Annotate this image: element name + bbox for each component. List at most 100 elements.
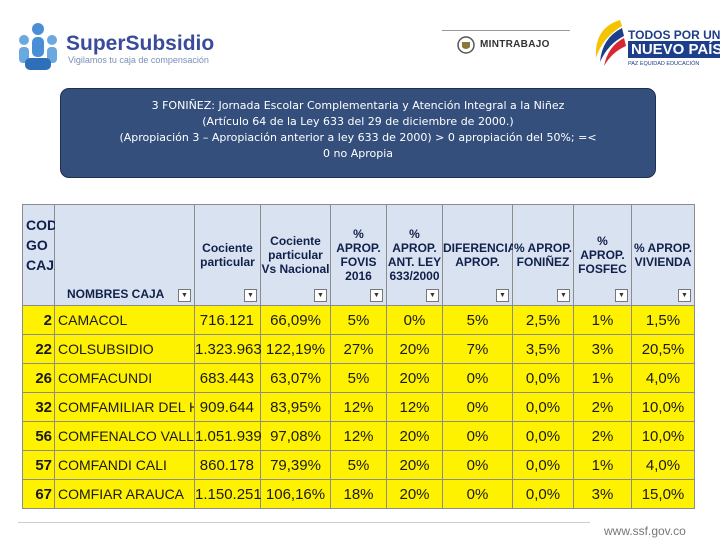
cell-aprop-fovis: 27% bbox=[330, 334, 387, 364]
divider-line bbox=[442, 30, 570, 31]
cell-aprop-ant: 12% bbox=[386, 392, 443, 422]
cell-aprop-fovis: 12% bbox=[330, 392, 387, 422]
header-aprop-fovis[interactable]: % APROP. FOVIS 2016 ▼ bbox=[330, 204, 387, 306]
cell-diferencia: 0% bbox=[442, 421, 513, 451]
cell-cociente-nacional: 122,19% bbox=[260, 334, 331, 364]
cell-codigo: 32 bbox=[22, 392, 55, 422]
cell-aprop-fovis: 18% bbox=[330, 479, 387, 509]
cell-cociente-nacional: 66,09% bbox=[260, 305, 331, 335]
title-box: 3 FONIÑEZ: Jornada Escolar Complementari… bbox=[60, 88, 656, 178]
filter-dropdown-icon[interactable]: ▼ bbox=[314, 289, 327, 302]
cell-aprop-foninez: 0,0% bbox=[512, 363, 574, 393]
cell-cociente: 860.178 bbox=[194, 450, 261, 480]
cell-aprop-foninez: 3,5% bbox=[512, 334, 574, 364]
cell-aprop-vivienda: 10,0% bbox=[631, 421, 695, 451]
cell-cociente-nacional: 97,08% bbox=[260, 421, 331, 451]
header-aprop-foninez[interactable]: % APROP. FONIÑEZ ▼ bbox=[512, 204, 574, 306]
cell-aprop-fosfec: 3% bbox=[573, 334, 632, 364]
cell-aprop-fosfec: 1% bbox=[573, 450, 632, 480]
footer-url[interactable]: www.ssf.gov.co bbox=[604, 524, 686, 538]
cell-aprop-vivienda: 20,5% bbox=[631, 334, 695, 364]
nuevo-pais-line1: TODOS POR UN bbox=[628, 28, 720, 42]
header-cociente-nacional[interactable]: Cociente particular Vs Nacional ▼ bbox=[260, 204, 331, 306]
header-codigo: CODI GO CAJA bbox=[22, 204, 64, 306]
cell-aprop-foninez: 0,0% bbox=[512, 450, 574, 480]
filter-dropdown-icon[interactable]: ▼ bbox=[557, 289, 570, 302]
cell-aprop-vivienda: 10,0% bbox=[631, 392, 695, 422]
nuevo-pais-logo: TODOS POR UN NUEVO PAÍS PAZ EQUIDAD EDUC… bbox=[588, 14, 720, 70]
table-row: 2 CAMACOL 716.121 66,09% 5% 0% 5% 2,5% 1… bbox=[22, 305, 695, 335]
cell-nombre: COLSUBSIDIO bbox=[54, 334, 195, 364]
cell-aprop-fosfec: 1% bbox=[573, 363, 632, 393]
title-line-4: 0 no Apropia bbox=[323, 147, 393, 160]
cell-codigo: 57 bbox=[22, 450, 55, 480]
table-row: 26 COMFACUNDI 683.443 63,07% 5% 20% 0% 0… bbox=[22, 363, 695, 393]
cell-cociente-nacional: 83,95% bbox=[260, 392, 331, 422]
cell-aprop-fovis: 5% bbox=[330, 450, 387, 480]
cell-cociente: 1.051.939 bbox=[194, 421, 262, 451]
cell-nombre: COMFACUNDI bbox=[54, 363, 195, 393]
filter-dropdown-icon[interactable]: ▼ bbox=[615, 289, 628, 302]
footer-divider bbox=[18, 522, 590, 523]
cell-codigo: 56 bbox=[22, 421, 55, 451]
cell-aprop-foninez: 0,0% bbox=[512, 421, 574, 451]
cajas-table: CODI GO CAJA NOMBRES CAJA ▼ Cociente part… bbox=[22, 204, 695, 509]
cell-cociente: 1.323.963 bbox=[194, 334, 262, 364]
cell-cociente-nacional: 106,16% bbox=[260, 479, 331, 509]
filter-dropdown-icon[interactable]: ▼ bbox=[678, 289, 691, 302]
cell-aprop-fosfec: 2% bbox=[573, 421, 632, 451]
cell-cociente: 909.644 bbox=[194, 392, 261, 422]
title-line-3: (Apropiación 3 – Apropiación anterior a … bbox=[119, 131, 597, 144]
cell-nombre: COMFENALCO VALLE bbox=[54, 421, 195, 451]
cell-aprop-fovis: 5% bbox=[330, 305, 387, 335]
cell-aprop-ant: 0% bbox=[386, 305, 443, 335]
header-diferencia[interactable]: DIFERENCIA APROP. ▼ bbox=[442, 204, 516, 306]
coat-of-arms-icon bbox=[457, 36, 475, 54]
filter-dropdown-icon[interactable]: ▼ bbox=[370, 289, 383, 302]
cell-aprop-vivienda: 15,0% bbox=[631, 479, 695, 509]
title-line-2: (Artículo 64 de la Ley 633 del 29 de dic… bbox=[202, 115, 514, 128]
nuevo-pais-line2: NUEVO PAÍS bbox=[628, 41, 720, 58]
supersubsidio-tagline: Vigilamos tu caja de compensación bbox=[68, 55, 209, 65]
cell-nombre: COMFIAR ARAUCA bbox=[54, 479, 195, 509]
header-nombre[interactable]: NOMBRES CAJA ▼ bbox=[54, 204, 195, 306]
cell-diferencia: 0% bbox=[442, 363, 513, 393]
cell-diferencia: 0% bbox=[442, 479, 513, 509]
cell-aprop-fosfec: 2% bbox=[573, 392, 632, 422]
cell-aprop-vivienda: 4,0% bbox=[631, 450, 695, 480]
cell-aprop-foninez: 2,5% bbox=[512, 305, 574, 335]
cell-aprop-foninez: 0,0% bbox=[512, 479, 574, 509]
cell-cociente: 1.150.251 bbox=[194, 479, 262, 509]
title-line-1: 3 FONIÑEZ: Jornada Escolar Complementari… bbox=[151, 99, 565, 112]
header-cociente[interactable]: Cociente particular ▼ bbox=[194, 204, 261, 306]
cell-aprop-ant: 20% bbox=[386, 450, 443, 480]
table-row: 57 COMFANDI CALI 860.178 79,39% 5% 20% 0… bbox=[22, 450, 695, 480]
cell-aprop-ant: 20% bbox=[386, 421, 443, 451]
cell-diferencia: 7% bbox=[442, 334, 513, 364]
cell-aprop-vivienda: 1,5% bbox=[631, 305, 695, 335]
cell-nombre: COMFAMILIAR DEL HUILA bbox=[54, 392, 195, 422]
cell-cociente: 683.443 bbox=[194, 363, 261, 393]
cell-cociente-nacional: 63,07% bbox=[260, 363, 331, 393]
cell-aprop-fovis: 12% bbox=[330, 421, 387, 451]
supersubsidio-wordmark: SuperSubsidio bbox=[66, 32, 215, 55]
header-aprop-ant[interactable]: % APROP. ANT. LEY 633/2000 ▼ bbox=[386, 204, 443, 306]
filter-sort-icon[interactable]: ▼ bbox=[244, 289, 257, 302]
nuevo-pais-emblem-icon bbox=[595, 20, 626, 66]
table-row: 56 COMFENALCO VALLE 1.051.939 97,08% 12%… bbox=[22, 421, 695, 451]
cell-cociente-nacional: 79,39% bbox=[260, 450, 331, 480]
filter-dropdown-icon[interactable]: ▼ bbox=[496, 289, 509, 302]
cell-nombre: CAMACOL bbox=[54, 305, 195, 335]
cell-aprop-fosfec: 3% bbox=[573, 479, 632, 509]
cell-codigo: 22 bbox=[22, 334, 55, 364]
table-header-row: CODI GO CAJA NOMBRES CAJA ▼ Cociente part… bbox=[22, 204, 695, 306]
header-aprop-fosfec[interactable]: % APROP. FOSFEC ▼ bbox=[573, 204, 632, 306]
filter-dropdown-icon[interactable]: ▼ bbox=[426, 289, 439, 302]
cell-aprop-fovis: 5% bbox=[330, 363, 387, 393]
nuevo-pais-line3: PAZ EQUIDAD EDUCACIÓN bbox=[628, 61, 700, 67]
mintrabajo-label: MINTRABAJO bbox=[480, 39, 550, 50]
header-aprop-vivienda[interactable]: % APROP. VIVIENDA ▼ bbox=[631, 204, 695, 306]
cell-aprop-fosfec: 1% bbox=[573, 305, 632, 335]
filter-dropdown-icon[interactable]: ▼ bbox=[178, 289, 191, 302]
cell-diferencia: 0% bbox=[442, 450, 513, 480]
